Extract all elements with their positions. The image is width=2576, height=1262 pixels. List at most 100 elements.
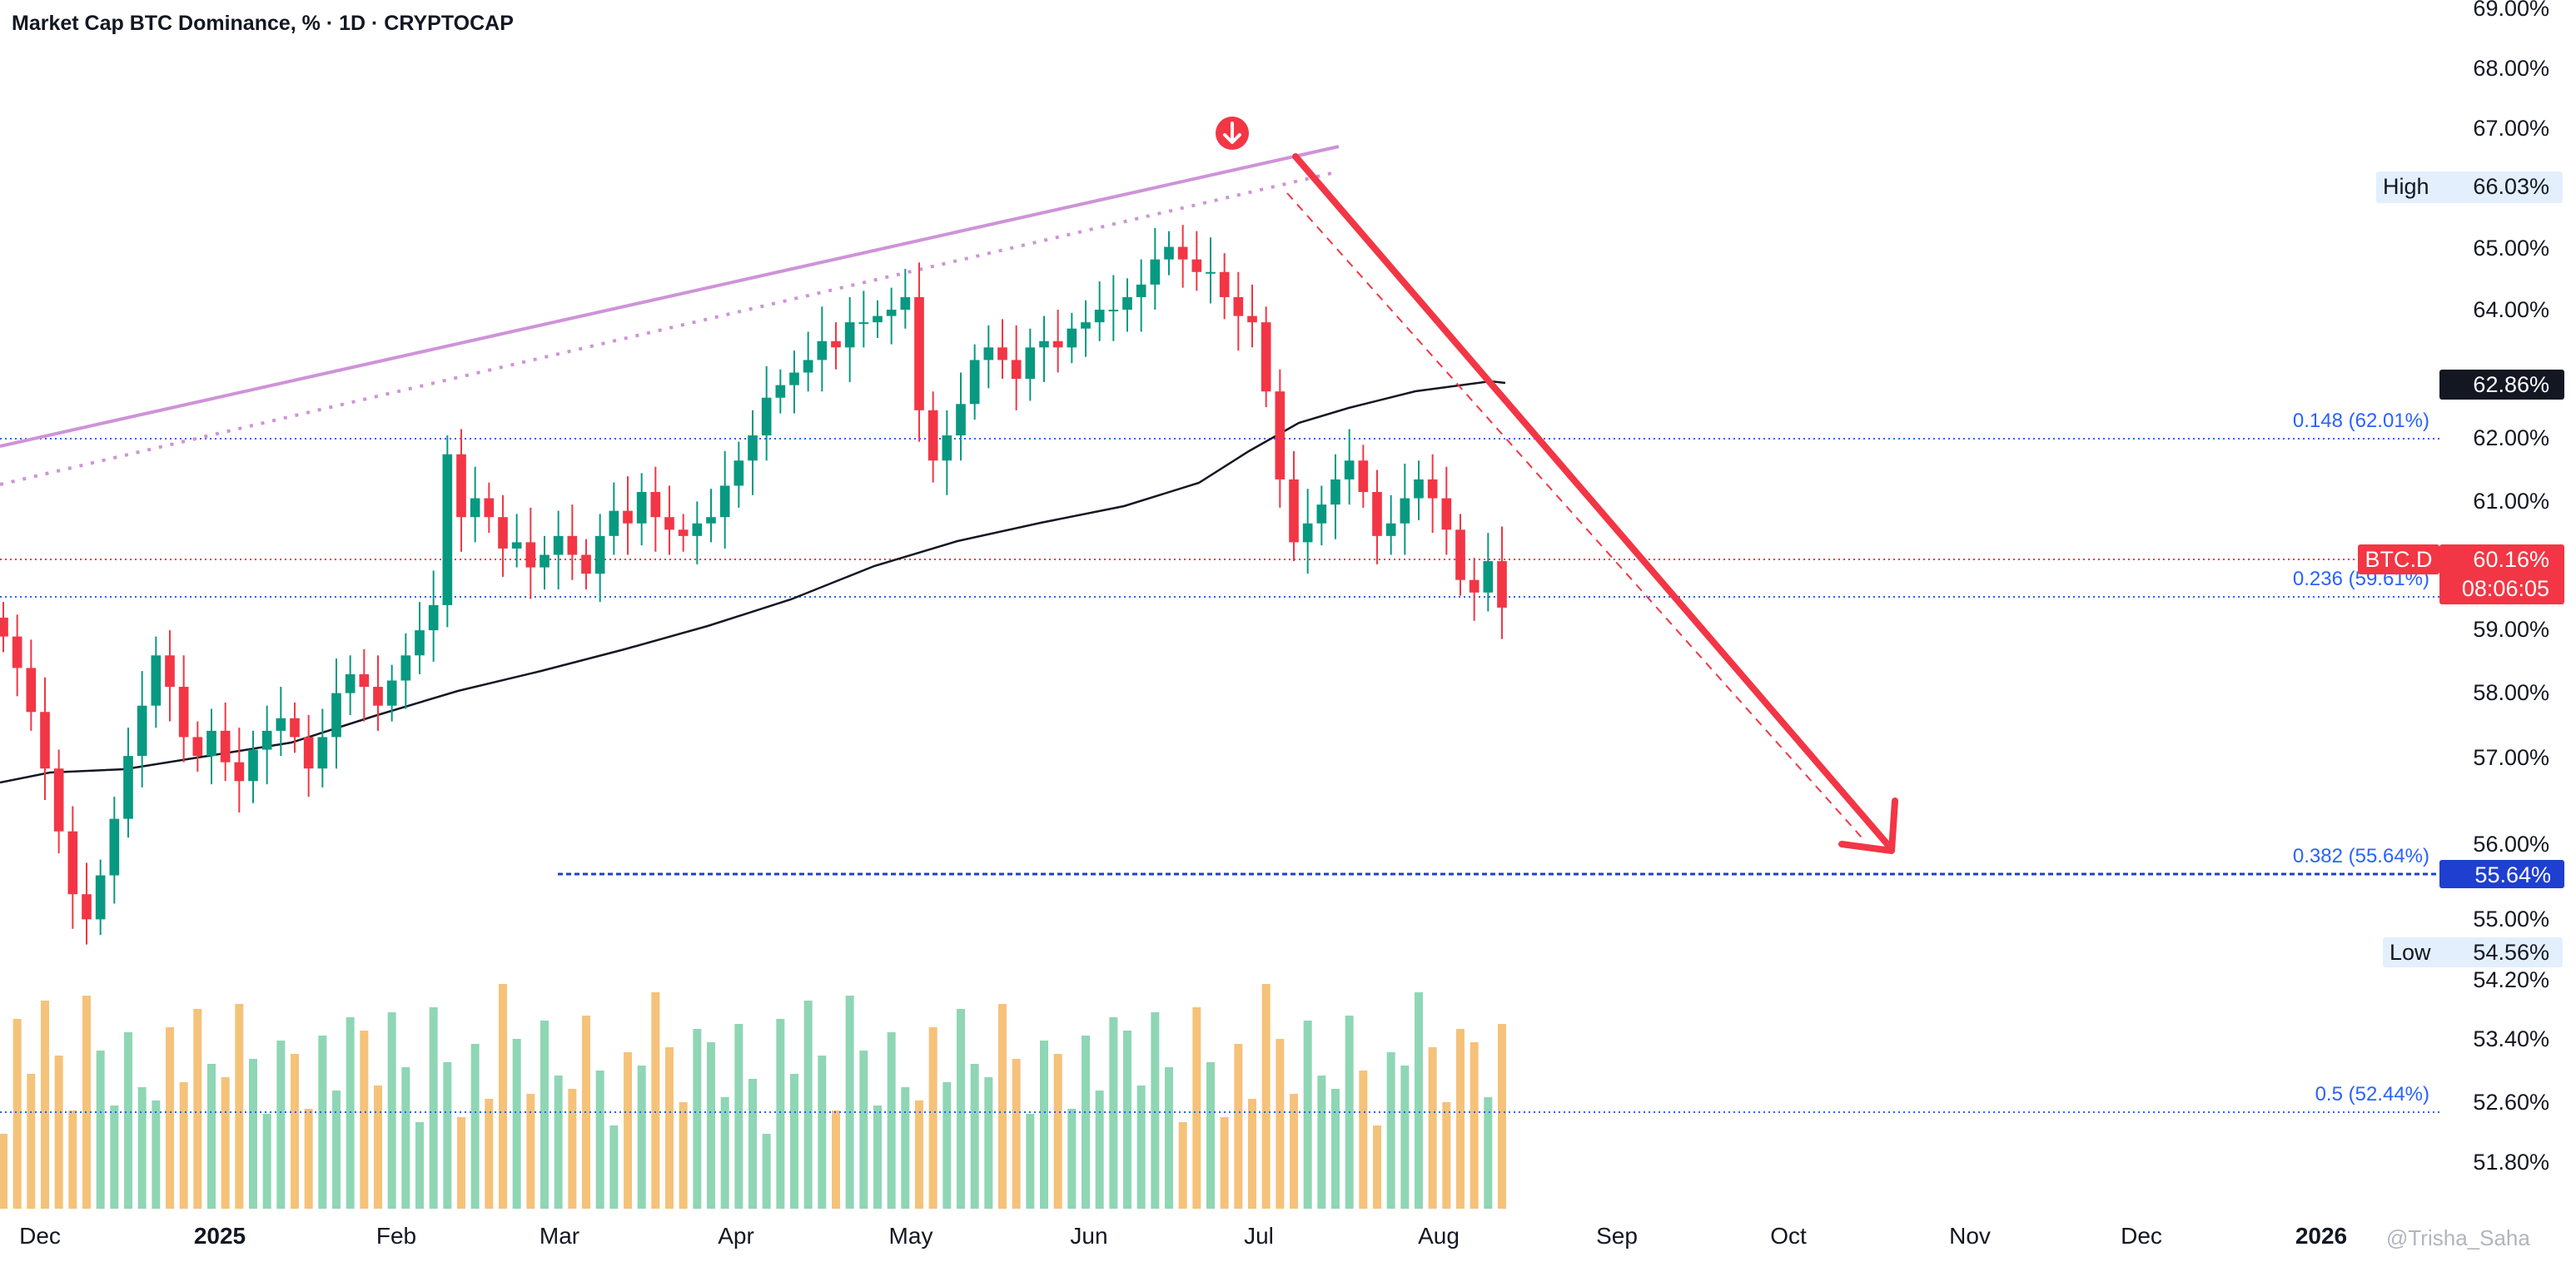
candle-body — [400, 655, 411, 681]
candle-body — [151, 655, 162, 706]
volume-bar — [651, 992, 660, 1209]
volume-bar — [776, 1019, 785, 1209]
volume-bar — [221, 1077, 230, 1209]
ma-price-tag — [2439, 370, 2564, 400]
candle-body — [178, 687, 189, 738]
candle-body — [1011, 360, 1022, 380]
candle-body — [261, 730, 272, 750]
x-tick-label: Aug — [1418, 1223, 1460, 1249]
x-tick-label: Jul — [1244, 1223, 1274, 1249]
candle-body — [1483, 561, 1494, 593]
x-tick-label: Sep — [1596, 1223, 1638, 1249]
candle-body — [1094, 310, 1105, 323]
candle-body — [206, 730, 216, 757]
candle-body — [581, 554, 591, 574]
volume-bar — [1026, 1114, 1035, 1209]
candle-body — [692, 523, 703, 536]
candle-body — [873, 316, 883, 323]
volume-bar — [1442, 1102, 1451, 1209]
volume-bar — [734, 1024, 743, 1209]
x-tick-label: Apr — [718, 1223, 754, 1249]
volume-bar — [360, 1031, 369, 1209]
volume-bar — [207, 1064, 216, 1209]
volume-bar — [803, 1001, 813, 1209]
current-price-value: 60.16% — [2473, 547, 2549, 572]
projection-arrow-head — [1838, 797, 1898, 854]
low-label: Low — [2390, 940, 2431, 965]
fib-label: 0.382 (55.64%) — [2293, 845, 2429, 867]
volume-bar — [790, 1074, 798, 1209]
y-tick-label: 62.00% — [2473, 425, 2549, 450]
volume-bar — [1470, 1042, 1479, 1209]
moving-average-line — [0, 380, 1506, 784]
volume-bar — [1234, 1044, 1243, 1209]
volume-bar — [1123, 1031, 1131, 1209]
current-price-tag — [2439, 544, 2564, 604]
volume-bar — [96, 1051, 105, 1209]
candle-body — [761, 397, 772, 436]
volume-bar — [318, 1036, 327, 1209]
volume-bar — [595, 1071, 604, 1209]
candle-body — [165, 655, 175, 688]
y-tick-label: 57.00% — [2473, 745, 2549, 770]
candle-body — [956, 404, 966, 436]
candle-body — [1150, 259, 1161, 285]
candle-body — [1316, 504, 1327, 524]
volume-bar — [762, 1134, 771, 1209]
candle-body — [914, 296, 924, 410]
volume-bar — [1359, 1071, 1368, 1209]
volume-bar — [1373, 1125, 1381, 1209]
volume-bar — [526, 1094, 535, 1209]
volume-bar — [1192, 1007, 1201, 1209]
volume-bar — [262, 1114, 271, 1209]
volume-bar — [998, 1004, 1007, 1209]
candle-body — [1358, 460, 1369, 492]
candle-body — [123, 756, 133, 819]
candle-body — [997, 347, 1007, 360]
candle-body — [1400, 498, 1410, 524]
candle-body — [1191, 259, 1202, 272]
x-tick-label: 2025 — [194, 1223, 246, 1249]
volume-bar — [110, 1105, 119, 1209]
x-tick-label: May — [889, 1223, 933, 1249]
volume-bar — [1331, 1089, 1340, 1209]
volume-bar — [1095, 1091, 1104, 1209]
volume-bar — [374, 1086, 382, 1209]
volume-bar — [887, 1032, 896, 1209]
candle-body — [373, 687, 383, 706]
candle-body — [331, 693, 341, 738]
volume-bar — [166, 1027, 174, 1209]
candle-body — [359, 673, 370, 688]
candle-body — [428, 604, 439, 631]
x-tick-label: Oct — [1770, 1223, 1807, 1249]
volume-bar — [0, 1134, 7, 1209]
volume-bar — [901, 1087, 910, 1209]
y-tick-label: 58.00% — [2473, 680, 2549, 705]
volume-bar — [1428, 1047, 1437, 1209]
x-tick-label: Dec — [2121, 1223, 2162, 1249]
volume-bar — [1206, 1062, 1215, 1209]
volume-bar — [1400, 1066, 1410, 1209]
volume-bar — [845, 996, 854, 1209]
volume-bar — [332, 1091, 341, 1209]
x-tick-label: Jun — [1070, 1223, 1107, 1249]
volume-bar — [1136, 1086, 1146, 1209]
volume-bar — [554, 1076, 563, 1209]
volume-bar — [27, 1074, 36, 1209]
candle-body — [1206, 271, 1216, 274]
candle-body — [594, 535, 605, 574]
candle-body — [1372, 492, 1382, 536]
candle-body — [40, 712, 50, 769]
candle-body — [498, 517, 508, 549]
fib-price-tag-label: 55.64% — [2474, 862, 2551, 887]
candle-body — [1261, 322, 1271, 392]
volume-bar — [1317, 1076, 1326, 1209]
candle-body — [109, 818, 120, 876]
projection-arrow-line — [1292, 153, 1895, 852]
candle-body — [317, 737, 328, 769]
candle-body — [734, 460, 744, 486]
candle-body — [775, 385, 786, 398]
candle-body — [664, 517, 674, 530]
candle-body — [1219, 271, 1230, 297]
